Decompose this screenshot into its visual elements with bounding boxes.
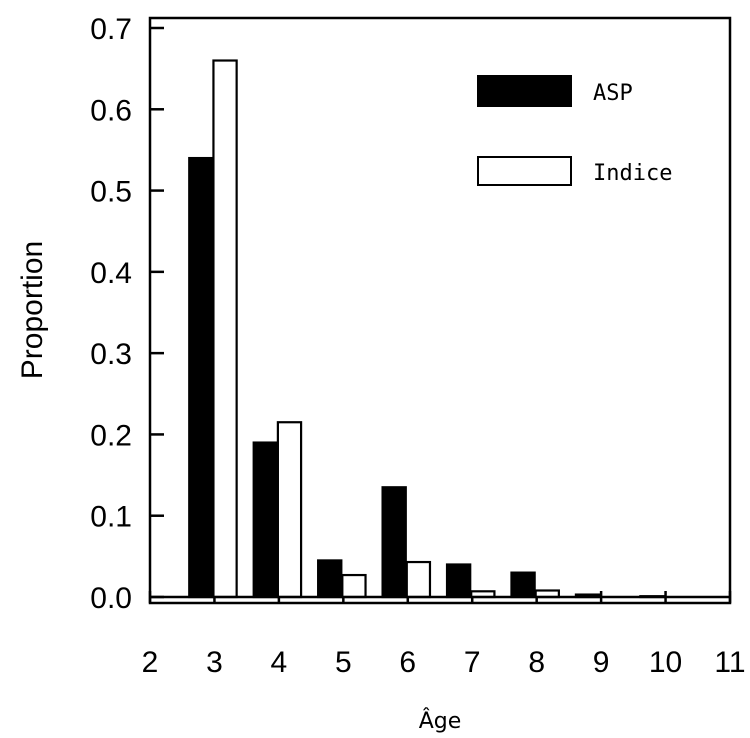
- bar-asp-age-7: [445, 563, 472, 599]
- y-tick-label: 0.7: [90, 13, 132, 46]
- y-tick-label: 0.4: [90, 257, 132, 290]
- legend-label-indice: Indice: [593, 161, 672, 186]
- legend-label-asp: ASP: [593, 81, 633, 106]
- bar-indice-age-5: [341, 573, 367, 599]
- bar-indice-age-4: [276, 421, 303, 599]
- y-tick-label: 0.0: [90, 582, 132, 615]
- x-tick-label: 3: [206, 646, 223, 679]
- legend-swatch-indice: [477, 156, 572, 186]
- x-tick-label: 2: [142, 646, 159, 679]
- bar-asp-age-8: [510, 571, 536, 599]
- bar-indice-age-3: [212, 59, 238, 599]
- bar-asp-age-3: [188, 156, 214, 599]
- legend: ASP Indice: [477, 75, 672, 186]
- x-tick-label: 9: [593, 646, 610, 679]
- y-axis: 0.0 0.1 0.2 0.3 0.4 0.5 0.6 0.7: [90, 13, 164, 615]
- bar-asp-age-5: [317, 559, 343, 599]
- x-tick-label: 8: [528, 646, 545, 679]
- x-tick-label: 4: [271, 646, 288, 679]
- x-tick-label: 7: [464, 646, 481, 679]
- legend-swatch-asp: [477, 75, 572, 107]
- x-tick-label: 5: [335, 646, 352, 679]
- y-tick-label: 0.1: [90, 501, 132, 534]
- x-tick-label: 6: [399, 646, 416, 679]
- x-tick-label: 11: [714, 646, 745, 679]
- y-tick-label: 0.2: [90, 419, 132, 452]
- y-axis-title: Proportion: [16, 241, 49, 379]
- bar-asp-age-6: [381, 486, 407, 599]
- bar-indice-age-6: [405, 560, 432, 599]
- bars: [150, 59, 730, 599]
- bar-asp-age-4: [252, 441, 278, 599]
- x-axis-title: Âge: [419, 708, 462, 734]
- plot-frame: [148, 16, 732, 605]
- y-tick-label: 0.6: [90, 94, 132, 127]
- y-tick-label: 0.3: [90, 338, 132, 371]
- x-tick-label: 10: [649, 646, 682, 679]
- y-tick-label: 0.5: [90, 176, 132, 209]
